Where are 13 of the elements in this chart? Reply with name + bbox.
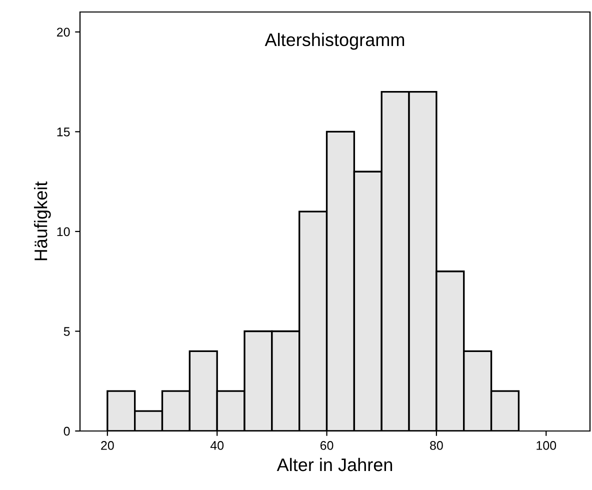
- y-tick-label: 15: [57, 128, 70, 136]
- text: Altershistogramm: [264, 32, 404, 50]
- x-tick-label: 60: [320, 441, 334, 450]
- x-tick-label: 20: [101, 441, 114, 450]
- y-tick-label: 5: [64, 327, 70, 336]
- x-tick-label: 100: [536, 441, 556, 450]
- x-axis-title: Alter in Jahren: [276, 458, 392, 472]
- y-tick-label: 10: [57, 227, 70, 236]
- x-tick-label: 80: [430, 441, 443, 450]
- y-axis-title: Häufigkeit: [34, 181, 51, 260]
- y-tick-label: 20: [57, 28, 70, 37]
- x-tick-label: 40: [210, 441, 224, 450]
- y-tick-label: 0: [64, 426, 70, 436]
